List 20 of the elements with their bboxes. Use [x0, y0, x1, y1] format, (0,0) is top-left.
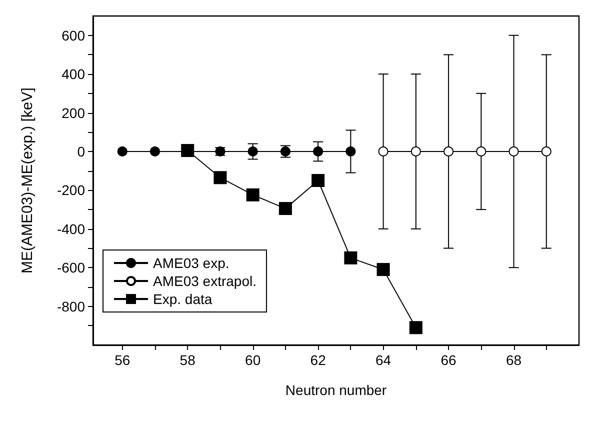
y-axis-title: ME(AME03)-ME(exp.) [keV] — [19, 88, 36, 274]
y-tick-label: 600 — [62, 27, 86, 44]
y-tick-label: 0 — [77, 143, 86, 160]
x-tick-label: 58 — [180, 352, 196, 368]
y-tick-label: -600 — [56, 260, 86, 276]
x-tick-label: 64 — [376, 352, 392, 368]
y-tick-label: -800 — [56, 298, 86, 314]
x-tick-label: 68 — [506, 352, 522, 368]
y-tick-label: 200 — [62, 104, 86, 121]
x-tick-label: 56 — [114, 352, 130, 368]
y-tick-label: 400 — [62, 66, 86, 82]
y-tick-label: -200 — [56, 182, 86, 198]
legend-label: AME03 extrapol. — [153, 273, 256, 289]
x-tick-label: 62 — [310, 352, 326, 368]
x-axis-title: Neutron number — [285, 382, 387, 398]
x-tick-label: 60 — [245, 352, 261, 368]
legend-label: AME03 exp. — [153, 255, 230, 271]
legend-label: Exp. data — [153, 291, 212, 307]
x-tick-label: 66 — [440, 352, 457, 368]
y-tick-label: -400 — [56, 220, 86, 237]
